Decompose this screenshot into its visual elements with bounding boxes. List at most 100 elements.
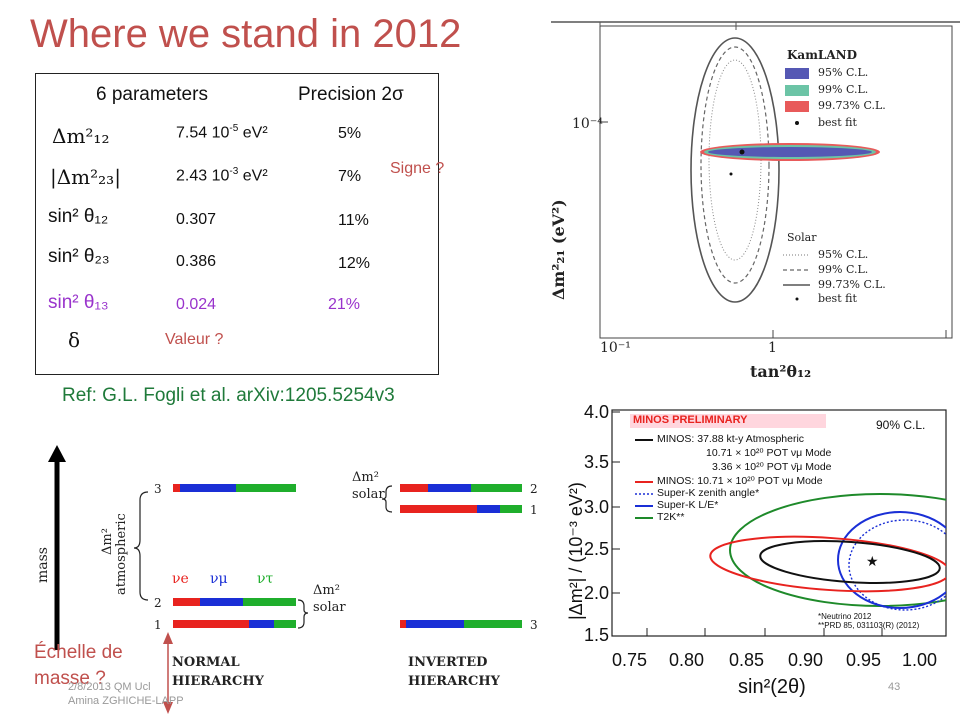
ih-level3-number: 3	[530, 618, 538, 632]
normal-hierarchy-label: NORMAL	[172, 655, 240, 670]
nh-level3-nue	[173, 484, 180, 492]
minos-legend-6: T2K**	[657, 511, 685, 523]
minos-ytick-5: 1.5	[584, 625, 610, 645]
minos-xtick-3: 0.90	[788, 650, 824, 670]
minos-xtick-0: 0.75	[612, 650, 648, 670]
nh-level2-nue	[173, 598, 200, 606]
kamland-95-band	[708, 147, 872, 157]
precision-dm2-23: 7%	[338, 168, 362, 185]
kamland-xtick-1: 1	[768, 340, 777, 356]
solar-9973-contour	[690, 37, 780, 303]
delta-value: Valeur ?	[165, 331, 224, 348]
solar-label-bestfit: best fit	[818, 292, 857, 305]
ih-level3-numu	[406, 620, 464, 628]
header-parameters: 6 parameters	[96, 84, 208, 105]
kamland-xlabel: tan²θ₁₂	[750, 362, 812, 381]
legend-label-99: 99% C.L.	[818, 83, 869, 96]
minos-legend-3: MINOS: 10.71 × 10²⁰ POT νμ Mode	[657, 475, 823, 487]
mass-scale-label: Échelle de masse ?	[34, 642, 123, 689]
solar-99-contour	[700, 46, 770, 284]
minos-legend-5: Super-K L/E*	[657, 499, 719, 511]
footer-page-number: 43	[888, 681, 901, 693]
kamland-legend-title: KamLAND	[787, 48, 858, 62]
mass-label: mass	[35, 547, 51, 583]
minos-footnote-1: *Neutrino 2012	[818, 612, 872, 621]
kamland-9973-band	[700, 143, 880, 161]
ih-level1-number: 1	[530, 503, 538, 517]
minos-cl: 90% C.L.	[876, 418, 926, 432]
nh-level2-numu	[200, 598, 243, 606]
ih-level1-nue	[400, 505, 477, 513]
legend-label-9973: 99.73% C.L.	[818, 99, 886, 112]
minos-xtick-2: 0.85	[729, 650, 765, 670]
mass-scale-arrowhead-up	[163, 632, 173, 644]
sign-note: Signe ?	[390, 160, 445, 177]
minos-header: MINOS PRELIMINARY	[633, 414, 748, 426]
atm-label2: atmospheric	[114, 513, 129, 595]
minos-ytick-2: 3.0	[584, 497, 610, 517]
solar-label-99: 99% C.L.	[818, 263, 869, 276]
value-sin2-theta12: 0.307	[176, 211, 217, 228]
value-sin2-theta13: 0.024	[176, 296, 217, 313]
legend-solar-bestfit	[795, 297, 799, 301]
nh-level3-nutau	[236, 484, 296, 492]
ih-level2-number: 2	[530, 482, 538, 496]
footer-date: 2/8/2013 QM Ucl	[68, 681, 151, 693]
nh-solar-label: Δm²	[313, 583, 340, 598]
inverted-hierarchy-label: INVERTED	[408, 655, 488, 670]
solar-95-contour	[708, 59, 762, 261]
minos-ytick-0: 4.0	[584, 402, 610, 422]
nh-level2-number: 2	[154, 596, 162, 610]
kamland-ytick-label: 10⁻⁴	[572, 116, 603, 132]
nh-level3-number: 3	[154, 482, 162, 496]
symbol-dm2-12: Δm²₁₂	[52, 124, 110, 148]
minos-xlabel: sin²(2θ)	[738, 676, 806, 698]
atm-brace	[133, 491, 149, 601]
ih-level1-nutau	[500, 505, 522, 513]
inverted-hierarchy-label2: HIERARCHY	[408, 674, 500, 689]
ih-level3-nue	[400, 620, 406, 628]
minos-legend-4: Super-K zenith angle*	[657, 487, 760, 499]
legend-label-bestfit: best fit	[818, 116, 857, 129]
solar-legend-title: Solar	[787, 231, 817, 244]
precision-sin2-theta23: 12%	[338, 255, 371, 272]
minos-ytick-3: 2.5	[584, 539, 610, 559]
minos-legend-2: 3.36 × 10²⁰ POT ν̄μ Mode	[712, 461, 832, 473]
ih-level2-nue	[400, 484, 428, 492]
precision-sin2-theta13: 21%	[328, 296, 361, 313]
minos-ytick-4: 2.0	[584, 583, 610, 603]
sk-zenith-contour	[848, 519, 946, 611]
nh-level2-nutau	[243, 598, 296, 606]
parameter-table	[35, 73, 439, 375]
legend-bestfit-marker	[795, 121, 799, 125]
mass-arrow-head	[48, 445, 66, 462]
solar-label-95: 95% C.L.	[818, 248, 869, 261]
atm-label: Δm²	[100, 528, 115, 555]
kamland-99-band	[704, 145, 876, 159]
nu-e-label: νe	[172, 571, 189, 587]
nu-mu-label: νμ	[210, 571, 228, 587]
solar-best-fit	[729, 172, 733, 176]
symbol-sin2-theta13: sin² θ₁₃	[48, 292, 109, 313]
symbol-dm2-23: |Δm²₂₃|	[50, 165, 121, 189]
minos-xtick-4: 0.95	[846, 650, 882, 670]
precision-dm2-12: 5%	[338, 125, 362, 142]
t2k-contour	[729, 493, 946, 607]
value-dm2-23: 2.43 10-3 eV²	[176, 166, 268, 185]
kamland-ylabel: Δm²₂₁ (eV²)	[549, 199, 568, 300]
value-dm2-12: 7.54 10-5 eV²	[176, 123, 268, 142]
ih-level2-nutau	[471, 484, 522, 492]
kamland-frame	[599, 25, 953, 339]
legend-swatch-95	[785, 68, 809, 79]
value-sin2-theta23: 0.386	[176, 253, 217, 270]
nh-level3-numu	[180, 484, 236, 492]
nh-solar-label2: solar	[313, 600, 346, 615]
legend-swatch-9973	[785, 101, 809, 112]
minos-xtick-5: 1.00	[902, 650, 938, 670]
symbol-sin2-theta12: sin² θ₁₂	[48, 206, 109, 227]
solar-label-9973: 99.73% C.L.	[818, 278, 886, 291]
footer-author: Amina ZGHICHE-LAPP	[68, 695, 184, 707]
minos-ytick-1: 3.5	[584, 452, 610, 472]
minos-legend-0: MINOS: 37.88 kt-y Atmospheric	[657, 433, 805, 445]
minos-xtick-1: 0.80	[669, 650, 705, 670]
